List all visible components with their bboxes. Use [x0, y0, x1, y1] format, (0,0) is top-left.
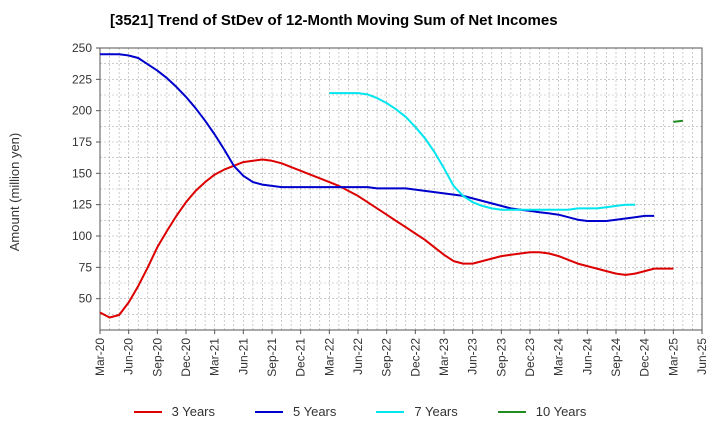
x-tick-label: Jun-20 [122, 338, 136, 375]
legend-item: 7 Years [376, 404, 458, 419]
legend: 3 Years 5 Years 7 Years 10 Years [0, 404, 720, 419]
legend-swatch [133, 410, 162, 413]
y-axis-label: Amount (million yen) [7, 133, 22, 252]
x-tick-label: Mar-20 [93, 338, 107, 376]
x-tick-label: Sep-20 [150, 338, 164, 377]
legend-item: 5 Years [255, 404, 336, 419]
x-tick-label: Jun-21 [236, 338, 250, 375]
y-tick-label: 200 [72, 104, 92, 118]
x-tick-label: Jun-25 [695, 338, 709, 375]
y-tick-label: 225 [72, 72, 92, 86]
x-tick-label: Sep-24 [609, 338, 623, 377]
series-line-7-years [329, 92, 636, 211]
y-tick-label: 250 [72, 41, 92, 55]
x-tick-label: Dec-24 [638, 338, 652, 377]
legend-item: 10 Years [497, 404, 587, 419]
legend-item: 3 Years [133, 404, 215, 419]
x-tick-label: Dec-22 [408, 338, 422, 377]
y-tick-label: 150 [72, 166, 92, 180]
x-tick-label: Dec-21 [294, 338, 308, 377]
x-tick-label: Sep-22 [380, 338, 394, 377]
y-tick-label: 50 [79, 292, 93, 306]
legend-label: 7 Years [414, 404, 458, 419]
x-tick-label: Dec-20 [179, 338, 193, 377]
x-tick-label: Sep-21 [265, 338, 279, 377]
x-tick-label: Mar-25 [666, 338, 680, 376]
x-tick-label: Sep-23 [494, 338, 508, 377]
x-tick-label: Jun-22 [351, 338, 365, 375]
legend-label: 5 Years [293, 404, 337, 419]
x-tick-labels: Mar-20 Jun-20 Sep-20 Dec-20 Mar-21 Jun-21 Sep-… [93, 330, 709, 377]
y-tick-label: 75 [79, 260, 93, 274]
x-tick-label: Jun-24 [580, 338, 594, 375]
x-tick-label: Dec-23 [523, 338, 537, 377]
series-line-10-years [673, 119, 684, 123]
x-tick-label: Mar-23 [437, 338, 451, 376]
x-tick-label: Mar-22 [322, 338, 336, 376]
y-tick-label: 125 [72, 198, 92, 212]
y-tick-label: 175 [72, 135, 92, 149]
axes [99, 47, 703, 331]
series-line-3-years [99, 158, 674, 319]
y-tick-labels: 50 75 100 125 150 175 200 225 250 [72, 41, 100, 306]
legend-label: 10 Years [535, 404, 587, 419]
x-tick-label: Jun-23 [466, 338, 480, 375]
plot-frame [99, 47, 703, 331]
series-line-5-years [100, 53, 655, 222]
legend-label: 3 Years [171, 404, 215, 419]
legend-swatch [255, 410, 283, 413]
x-tick-label: Mar-21 [208, 338, 222, 376]
chart-title: [3521] Trend of StDev of 12-Month Moving… [110, 12, 558, 29]
series-lines [99, 53, 684, 319]
y-tick-label: 100 [72, 229, 92, 243]
legend-swatch [497, 410, 526, 413]
x-tick-label: Mar-24 [552, 338, 566, 376]
legend-swatch [376, 410, 405, 413]
